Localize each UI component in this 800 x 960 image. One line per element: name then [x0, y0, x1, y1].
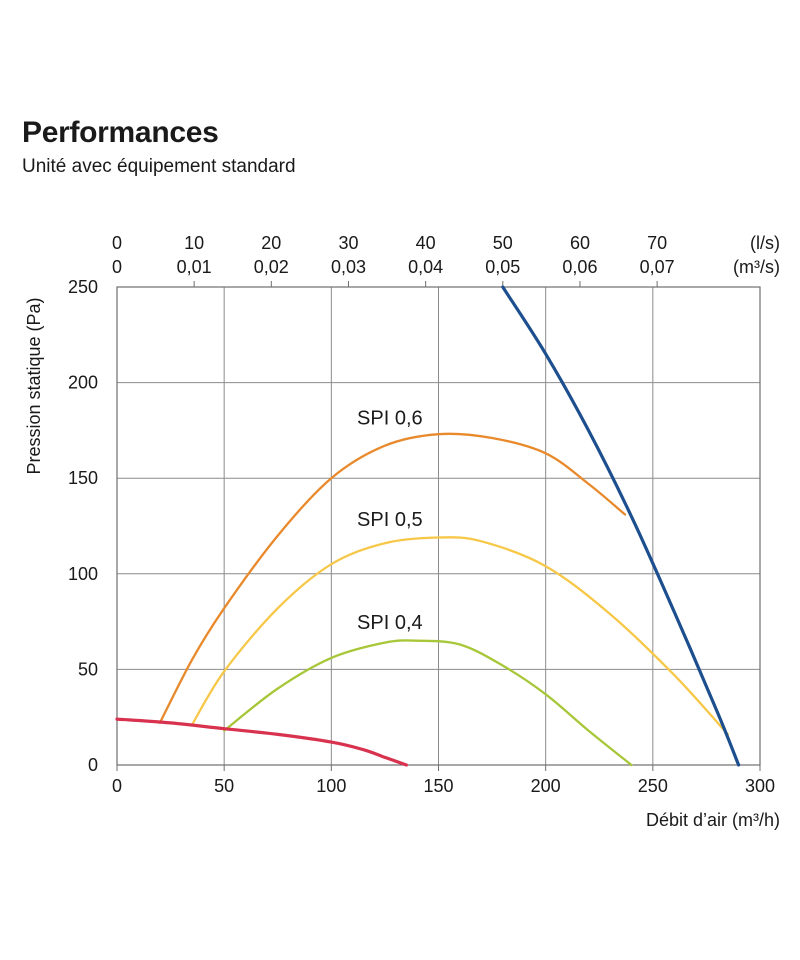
- x-tick-label: 100: [316, 776, 346, 796]
- top-tick-label-ls: 60: [570, 233, 590, 253]
- series-line-spi-0-4: [223, 639, 633, 767]
- page-title: Performances: [22, 116, 219, 149]
- top-tick-label-m3s: 0,02: [254, 257, 289, 277]
- top-tick-label-m3s: 0,07: [640, 257, 675, 277]
- top-tick-label-m3s: 0,06: [562, 257, 597, 277]
- top-tick-label-m3s: 0,05: [485, 257, 520, 277]
- x-tick-label: 0: [112, 776, 122, 796]
- y-tick-label: 150: [68, 468, 98, 488]
- top-tick-label-ls: 50: [493, 233, 513, 253]
- y-tick-label: 100: [68, 564, 98, 584]
- top-tick-label-m3s: 0,04: [408, 257, 443, 277]
- x-tick-label: 200: [531, 776, 561, 796]
- y-tick-label: 0: [88, 755, 98, 775]
- y-tick-label: 250: [68, 277, 98, 297]
- series-line-curve-3: [501, 285, 741, 767]
- x-tick-label: 300: [745, 776, 775, 796]
- top-axis-unit-ls: (l/s): [750, 233, 780, 253]
- top-tick-label-ls: 30: [338, 233, 358, 253]
- series-label: SPI 0,5: [357, 509, 423, 531]
- top-tick-label-ls: 10: [184, 233, 204, 253]
- y-axis-title: Pression statique (Pa): [24, 297, 44, 474]
- series-label: SPI 0,6: [357, 408, 423, 430]
- top-tick-label-ls: 0: [112, 233, 122, 253]
- page-subtitle: Unité avec équipement standard: [22, 156, 296, 177]
- x-tick-label: 250: [638, 776, 668, 796]
- top-tick-label-m3s: 0,01: [177, 257, 212, 277]
- y-tick-label: 50: [78, 659, 98, 679]
- series-line-spi-0-5: [190, 536, 730, 736]
- top-axis-unit-m3s: (m³/s): [733, 257, 780, 277]
- x-axis-title: Débit d’air (m³/h): [646, 810, 780, 830]
- top-tick-label-m3s: 0: [112, 257, 122, 277]
- x-tick-label: 150: [423, 776, 453, 796]
- top-tick-label-ls: 40: [416, 233, 436, 253]
- top-tick-label-ls: 70: [647, 233, 667, 253]
- y-tick-label: 200: [68, 373, 98, 393]
- top-tick-label-m3s: 0,03: [331, 257, 366, 277]
- series-label: SPI 0,4: [357, 612, 423, 634]
- series-line-spi-0-6: [158, 432, 627, 725]
- x-tick-label: 50: [214, 776, 234, 796]
- series-line-curve-4: [115, 717, 408, 767]
- top-tick-label-ls: 20: [261, 233, 281, 253]
